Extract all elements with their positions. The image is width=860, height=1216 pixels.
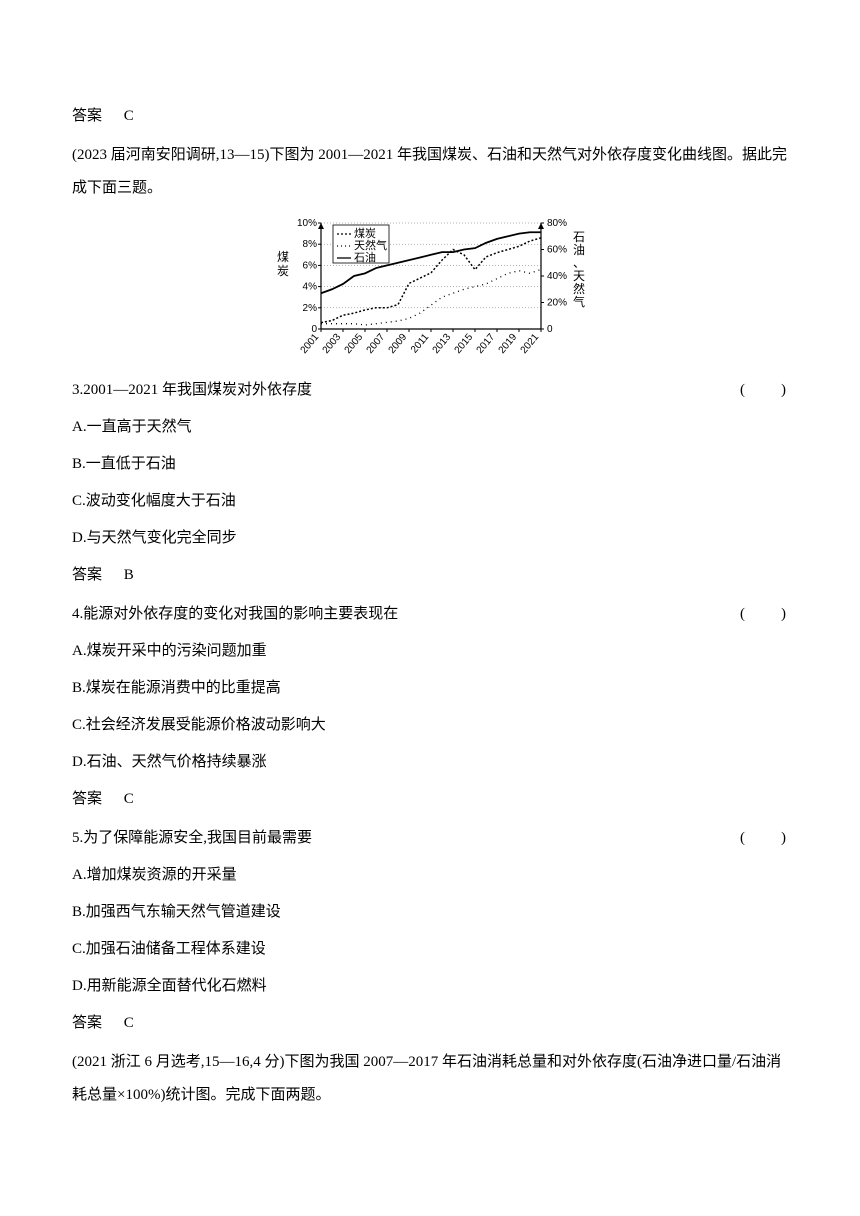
q5-stem: 5.为了保障能源安全,我国目前最需要: [72, 822, 740, 855]
q3-line: 3.2001—2021 年我国煤炭对外依存度 ( ): [72, 374, 788, 407]
svg-text:煤炭: 煤炭: [354, 227, 376, 240]
line-chart: 02%4%6%8%10%020%40%60%80%200120032005200…: [265, 213, 595, 368]
q4-option-b: B.煤炭在能源消费中的比重提高: [72, 672, 788, 705]
q5-option-d: D.用新能源全面替代化石燃料: [72, 970, 788, 1003]
context-2: (2021 浙江 6 月选考,15—16,4 分)下图为我国 2007—2017…: [72, 1046, 788, 1112]
svg-text:2019: 2019: [497, 332, 520, 356]
answer-line-1: 答案 C: [72, 100, 788, 133]
svg-text:2%: 2%: [303, 303, 318, 314]
svg-text:10%: 10%: [297, 218, 317, 229]
q3-option-a: A.一直高于天然气: [72, 411, 788, 444]
answer-label: 答案: [72, 791, 102, 807]
answer-paren: ( ): [740, 822, 788, 855]
answer-label: 答案: [72, 108, 102, 124]
answer-value: C: [124, 791, 134, 807]
svg-text:6%: 6%: [303, 260, 318, 271]
svg-text:炭: 炭: [277, 264, 289, 278]
svg-text:40%: 40%: [547, 271, 567, 282]
q5-option-c: C.加强石油储备工程体系建设: [72, 933, 788, 966]
answer-paren: ( ): [740, 598, 788, 631]
svg-text:2011: 2011: [409, 332, 432, 356]
q3-option-b: B.一直低于石油: [72, 448, 788, 481]
answer-value: B: [124, 567, 134, 583]
context-source: (2021 浙江 6 月选考,15—16,4 分)下图为我国 2007—2017…: [72, 1054, 781, 1103]
svg-text:2015: 2015: [453, 332, 476, 356]
q4-stem: 4.能源对外依存度的变化对我国的影响主要表现在: [72, 598, 740, 631]
svg-text:2009: 2009: [387, 332, 410, 356]
svg-text:、: 、: [573, 256, 585, 270]
chart-container: 02%4%6%8%10%020%40%60%80%200120032005200…: [72, 213, 788, 368]
q5-option-b: B.加强西气东输天然气管道建设: [72, 896, 788, 929]
svg-text:2005: 2005: [343, 332, 366, 356]
svg-text:80%: 80%: [547, 218, 567, 229]
context-1: (2023 届河南安阳调研,13—15)下图为 2001—2021 年我国煤炭、…: [72, 139, 788, 205]
answer-paren: ( ): [740, 374, 788, 407]
q3-option-d: D.与天然气变化完全同步: [72, 522, 788, 555]
answer-value: C: [124, 1015, 134, 1031]
svg-text:2001: 2001: [299, 332, 322, 356]
answer-label: 答案: [72, 567, 102, 583]
svg-text:2013: 2013: [431, 332, 454, 356]
q4-option-c: C.社会经济发展受能源价格波动影响大: [72, 709, 788, 742]
q3-answer: 答案 B: [72, 559, 788, 592]
q4-answer: 答案 C: [72, 783, 788, 816]
svg-text:天然气: 天然气: [354, 238, 387, 252]
svg-text:4%: 4%: [303, 282, 318, 293]
q3-stem: 3.2001—2021 年我国煤炭对外依存度: [72, 374, 740, 407]
context-instruction: 完成下面两题。: [225, 1087, 330, 1103]
answer-value: C: [124, 108, 134, 124]
q5-answer: 答案 C: [72, 1007, 788, 1040]
q3-option-c: C.波动变化幅度大于石油: [72, 485, 788, 518]
svg-text:8%: 8%: [303, 239, 318, 250]
svg-text:0: 0: [547, 324, 553, 335]
q5-line: 5.为了保障能源安全,我国目前最需要 ( ): [72, 822, 788, 855]
svg-text:然: 然: [573, 281, 585, 296]
q4-option-a: A.煤炭开采中的污染问题加重: [72, 635, 788, 668]
q4-option-d: D.石油、天然气价格持续暴涨: [72, 746, 788, 779]
svg-text:石油: 石油: [354, 250, 376, 264]
svg-text:石: 石: [573, 230, 585, 244]
chart-svg: 02%4%6%8%10%020%40%60%80%200120032005200…: [265, 213, 595, 368]
svg-text:油: 油: [573, 243, 585, 257]
svg-text:天: 天: [573, 269, 585, 283]
svg-text:2003: 2003: [321, 332, 344, 356]
svg-text:气: 气: [573, 294, 585, 309]
svg-text:20%: 20%: [547, 298, 567, 309]
q5-option-a: A.增加煤炭资源的开采量: [72, 859, 788, 892]
context-source: (2023 届河南安阳调研,13—15)下图为 2001—2021 年我国煤炭、…: [72, 147, 742, 163]
svg-text:2017: 2017: [475, 332, 498, 356]
svg-text:60%: 60%: [547, 245, 567, 256]
svg-text:2007: 2007: [365, 332, 388, 356]
svg-text:煤: 煤: [277, 250, 289, 264]
q4-line: 4.能源对外依存度的变化对我国的影响主要表现在 ( ): [72, 598, 788, 631]
svg-text:2021: 2021: [519, 332, 542, 356]
answer-label: 答案: [72, 1015, 102, 1031]
